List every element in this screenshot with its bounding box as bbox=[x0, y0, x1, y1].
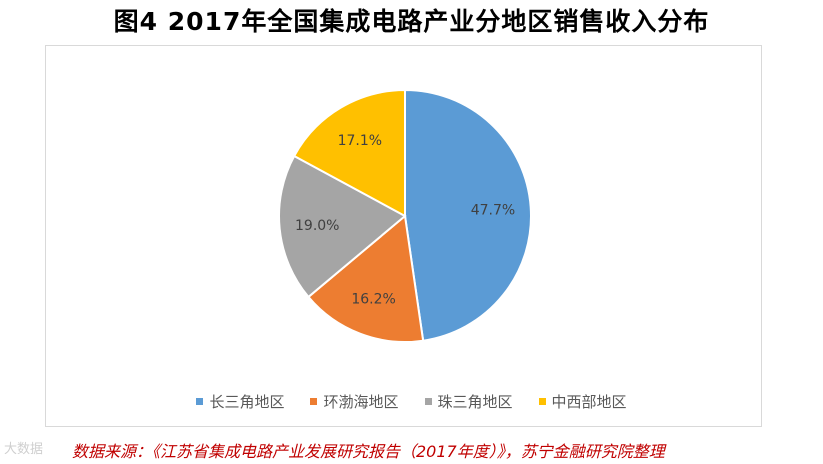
pie-slices bbox=[278, 88, 532, 343]
pie-slice-1 bbox=[404, 88, 532, 342]
pie-data-label-1: 47.7% bbox=[471, 203, 515, 219]
legend-item-1: 长三角地区 bbox=[196, 391, 284, 412]
source-note: 数据来源：《江苏省集成电路产业发展研究报告（2017年度）》，苏宁金融研究院整理 bbox=[72, 442, 665, 461]
chart-legend: 长三角地区 环渤海地区 珠三角地区 中西部地区 bbox=[0, 390, 823, 412]
chart-title: 图4 2017年全国集成电路产业分地区销售收入分布 bbox=[113, 7, 710, 36]
legend-label: 珠三角地区 bbox=[437, 392, 513, 411]
legend-item-4: 中西部地区 bbox=[538, 391, 627, 412]
legend-swatch bbox=[424, 397, 432, 405]
legend-swatch bbox=[538, 397, 546, 405]
pie-slice-4 bbox=[292, 88, 406, 218]
legend-label: 长三角地区 bbox=[209, 392, 285, 411]
pie-data-label-2: 16.2% bbox=[351, 291, 395, 307]
watermark: 大数据 bbox=[4, 442, 44, 457]
pie-data-labels: 47.7% 16.2% 19.0% 17.1% bbox=[295, 133, 515, 307]
pie-data-label-4: 17.1% bbox=[338, 133, 382, 149]
legend-label: 环渤海地区 bbox=[323, 392, 399, 411]
pie-slice-2 bbox=[307, 214, 425, 343]
pie-data-label-3: 19.0% bbox=[295, 218, 339, 234]
pie-slice-3 bbox=[278, 154, 407, 299]
legend-item-2: 环渤海地区 bbox=[310, 391, 399, 412]
legend-item-3: 珠三角地区 bbox=[424, 391, 513, 412]
legend-label: 中西部地区 bbox=[551, 392, 627, 411]
legend-swatch bbox=[310, 397, 318, 405]
legend-swatch bbox=[196, 397, 204, 405]
